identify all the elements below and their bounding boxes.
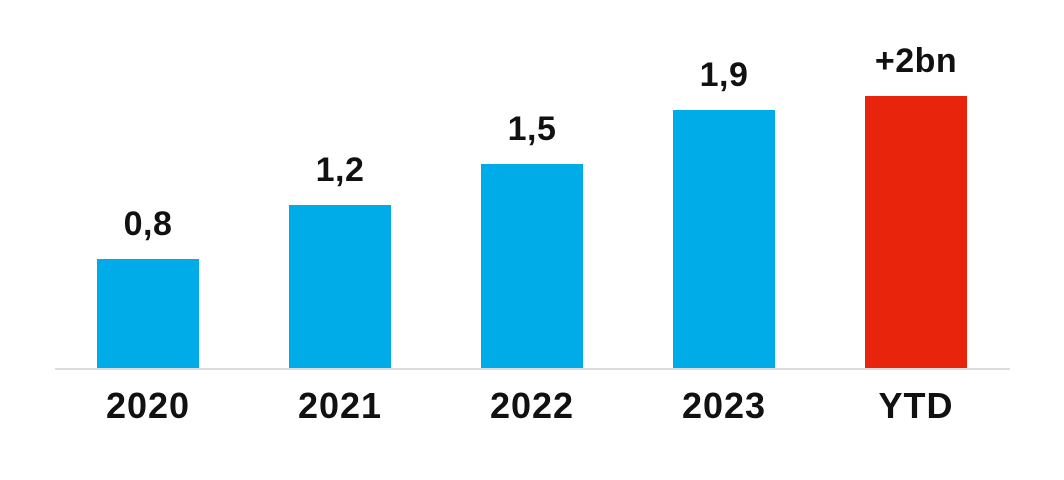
bar-ytd: [865, 96, 967, 368]
chart-column-ytd: +2bn: [820, 0, 1012, 368]
x-axis-line: [55, 368, 1010, 370]
x-tick-label-ytd: YTD: [878, 385, 954, 426]
x-tick-label-2020: 2020: [105, 385, 191, 426]
bar-2021: [289, 205, 391, 368]
bar-value-label-2020: 0,8: [123, 204, 173, 243]
bar-2023: [673, 110, 775, 368]
chart-column-2020: 0,8: [52, 0, 244, 368]
bar-value-label-2021: 1,2: [315, 150, 365, 189]
bar-value-label-ytd: +2bn: [874, 41, 958, 80]
bar-2022: [481, 164, 583, 368]
plot-area: 0,8 1,2 1,5 1,9 +2bn: [52, 0, 1012, 368]
bar-2020: [97, 259, 199, 368]
chart-column-2023: 1,9: [628, 0, 820, 368]
x-tick-label-2021: 2021: [297, 385, 383, 426]
chart-column-2022: 1,5: [436, 0, 628, 368]
x-axis-labels: 2020 2021 2022 2023 YTD: [52, 386, 1012, 426]
bar-value-label-2023: 1,9: [699, 55, 749, 94]
bar-value-label-2022: 1,5: [507, 109, 557, 148]
x-tick-label-2023: 2023: [681, 385, 767, 426]
x-tick-label-2022: 2022: [489, 385, 575, 426]
chart-column-2021: 1,2: [244, 0, 436, 368]
